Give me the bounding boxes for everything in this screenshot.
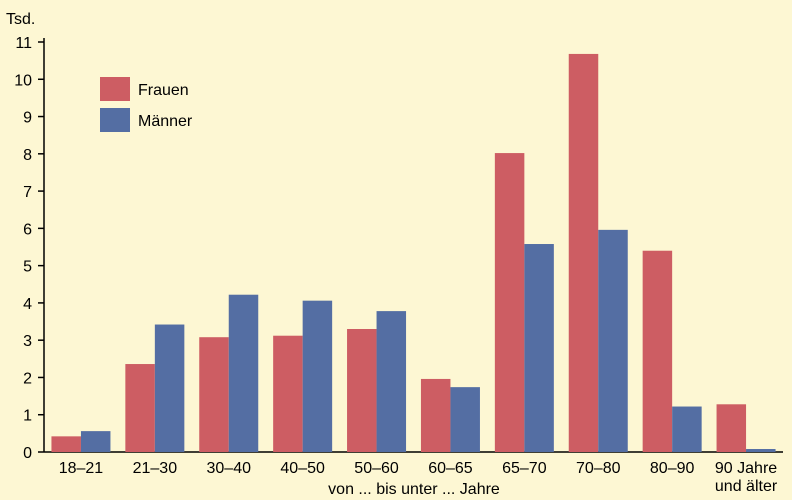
bar-frauen (420, 378, 451, 452)
x-tick-label: 18–21 (59, 460, 104, 477)
legend: Frauen Männer (100, 77, 193, 132)
legend-label: Männer (138, 113, 193, 130)
bar-frauen (716, 404, 747, 452)
y-tick-label: 11 (15, 35, 32, 52)
x-tick-label: 50–60 (354, 460, 399, 477)
bar-maenner (80, 431, 111, 452)
bar-frauen (347, 329, 377, 452)
legend-swatch (100, 77, 130, 101)
bar-frauen (642, 250, 673, 452)
x-tick-label: 65–70 (502, 460, 547, 477)
bar-maenner (746, 449, 776, 452)
y-tick-label: 6 (23, 221, 32, 238)
y-ticks: 0 1 2 3 4 5 6 7 8 9 10 11 (14, 35, 44, 462)
bar-frauen (199, 337, 229, 452)
bar-frauen (125, 364, 155, 452)
y-tick-label: 7 (23, 184, 32, 201)
y-tick-label: 1 (23, 408, 32, 425)
bar-frauen (273, 335, 303, 452)
y-tick-label: 10 (14, 72, 32, 89)
x-tick-label: 60–65 (428, 460, 473, 477)
y-tick-label: 8 (23, 147, 32, 164)
x-tick-label: 21–30 (133, 460, 178, 477)
legend-label: Frauen (138, 82, 189, 99)
bar-maenner (672, 406, 702, 452)
bar-maenner (598, 229, 628, 452)
bar-maenner (302, 300, 333, 452)
y-tick-label: 4 (23, 296, 32, 313)
x-tick-label: 80–90 (650, 460, 695, 477)
x-axis-label: von ... bis unter ... Jahre (328, 481, 500, 498)
bar-frauen (568, 53, 599, 452)
x-tick-label: 90 Jahre und älter (715, 460, 778, 495)
bars (51, 53, 776, 452)
y-unit-label: Tsd. (6, 11, 35, 28)
bar-maenner (450, 387, 480, 452)
y-tick-label: 9 (23, 110, 32, 127)
bar-maenner (228, 294, 259, 452)
bar-frauen (51, 436, 81, 452)
y-tick-label: 2 (23, 370, 32, 387)
bar-frauen (494, 153, 525, 452)
y-tick-label: 3 (23, 333, 32, 350)
bar-maenner (154, 324, 185, 452)
legend-swatch (100, 108, 130, 132)
y-tick-label: 0 (23, 445, 32, 462)
y-tick-label: 5 (23, 259, 32, 276)
x-tick-label: 30–40 (207, 460, 252, 477)
bar-maenner (376, 311, 407, 452)
x-tick-labels: 18–21 21–30 30–40 40–50 50–60 60–65 65–70 70–80… (59, 460, 778, 495)
x-tick-label: 40–50 (280, 460, 325, 477)
x-tick-label: 70–80 (576, 460, 621, 477)
bar-maenner (524, 244, 554, 452)
